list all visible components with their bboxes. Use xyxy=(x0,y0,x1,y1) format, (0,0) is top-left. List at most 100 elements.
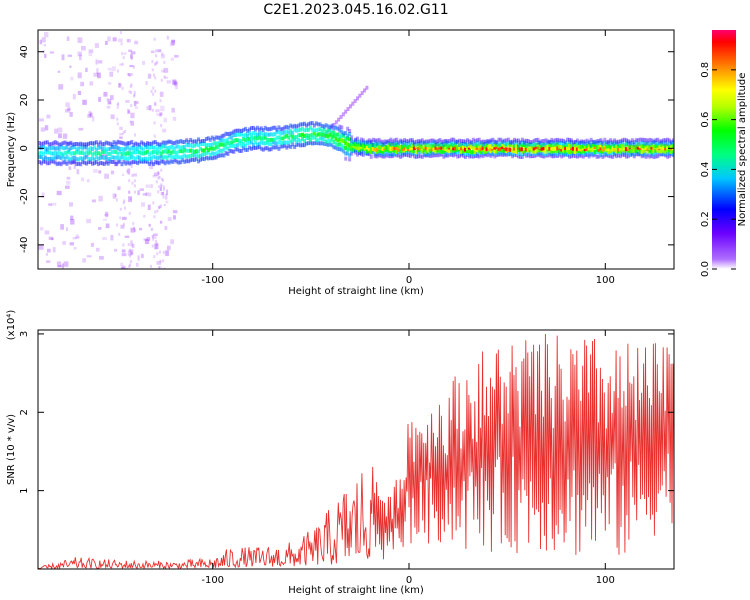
heatmap-cell xyxy=(664,146,668,151)
heatmap-cell xyxy=(542,146,546,151)
heatmap-cell xyxy=(379,141,383,146)
heatmap-cell xyxy=(479,147,483,152)
heatmap-cell xyxy=(550,149,554,154)
heatmap-cell xyxy=(642,137,646,142)
heatmap-cell xyxy=(532,138,536,143)
heatmap-cell xyxy=(658,139,662,144)
heatmap-cell xyxy=(214,155,218,160)
heatmap-cell xyxy=(487,150,491,155)
heatmap-cell xyxy=(652,139,656,144)
heatmap-cell xyxy=(91,152,94,157)
heatmap-cell xyxy=(607,147,611,152)
heatmap-cell xyxy=(202,141,206,146)
noise-cell xyxy=(129,197,132,201)
heatmap-cell xyxy=(89,141,93,146)
heatmap-cell xyxy=(356,142,359,147)
heatmap-cell xyxy=(138,150,142,155)
heatmap-cell xyxy=(654,154,658,159)
noise-cell xyxy=(98,96,102,102)
heatmap-cell xyxy=(560,147,564,152)
heatmap-cell xyxy=(318,132,322,137)
heatmap-cell xyxy=(403,151,407,156)
top-x-axis-label: Height of straight line (km) xyxy=(288,286,424,297)
heatmap-cell xyxy=(434,142,438,147)
heatmap-cell xyxy=(293,137,297,142)
heatmap-cell xyxy=(195,139,199,144)
heatmap-cell xyxy=(597,139,601,144)
noise-cell xyxy=(104,173,110,179)
heatmap-cell xyxy=(656,147,660,152)
heatmap-cell xyxy=(191,144,195,149)
noise-cell xyxy=(44,53,47,59)
noise-cell xyxy=(118,38,123,43)
heatmap-cell xyxy=(369,149,373,154)
heatmap-cell xyxy=(291,134,295,139)
heatmap-cell xyxy=(430,138,434,143)
heatmap-cell xyxy=(357,139,361,144)
heatmap-cell xyxy=(242,127,246,132)
heatmap-cell xyxy=(257,127,261,132)
heatmap-cell xyxy=(240,148,244,153)
heatmap-cell xyxy=(342,149,346,154)
heatmap-cell xyxy=(120,151,124,156)
noise-cell xyxy=(160,78,163,82)
heatmap-cell xyxy=(193,139,197,144)
heatmap-cell xyxy=(216,144,220,149)
noise-cell xyxy=(160,124,163,128)
heatmap-cell xyxy=(450,140,454,145)
heatmap-cell xyxy=(520,154,524,159)
top-y-tick-label: 40 xyxy=(19,45,30,58)
noise-cell xyxy=(160,191,165,196)
heatmap-cell xyxy=(354,138,358,143)
heatmap-cell xyxy=(39,142,43,147)
noise-cell xyxy=(147,192,152,197)
heatmap-cell xyxy=(471,154,475,159)
noise-cell xyxy=(163,204,166,207)
heatmap-cell xyxy=(289,133,293,138)
noise-cell xyxy=(135,101,139,104)
heatmap-cell xyxy=(214,151,218,156)
heatmap-cell xyxy=(568,145,571,150)
heatmap-cell xyxy=(444,142,448,147)
heatmap-cell xyxy=(132,159,136,164)
heatmap-cell xyxy=(41,144,45,149)
heatmap-cell xyxy=(401,144,405,149)
noise-cell xyxy=(130,120,135,126)
heatmap-cell xyxy=(206,136,210,141)
heatmap-cell xyxy=(550,137,554,142)
noise-cell xyxy=(158,175,161,179)
noise-cell xyxy=(117,186,121,191)
heatmap-cell xyxy=(524,144,528,149)
heatmap-cell xyxy=(489,144,493,149)
heatmap-cell xyxy=(387,146,391,151)
noise-cell xyxy=(148,105,152,111)
heatmap-cell xyxy=(607,150,611,155)
heatmap-cell xyxy=(240,139,244,144)
heatmap-cell xyxy=(448,141,452,146)
noise-cell xyxy=(106,98,109,102)
heatmap-cell xyxy=(477,148,481,153)
noise-cell xyxy=(156,60,159,64)
noise-cell xyxy=(170,57,174,61)
heatmap-cell xyxy=(134,159,138,164)
heatmap-cell xyxy=(98,140,102,145)
heatmap-cell xyxy=(132,150,136,155)
heatmap-cell xyxy=(265,140,269,145)
heatmap-cell xyxy=(585,152,589,157)
heatmap-cell xyxy=(375,149,379,154)
heatmap-cell xyxy=(648,142,652,147)
noise-cell xyxy=(121,249,126,253)
heatmap-cell xyxy=(208,146,212,151)
heatmap-cell xyxy=(624,147,628,152)
heatmap-cell xyxy=(634,149,638,154)
noise-cell xyxy=(165,194,168,200)
heatmap-cell xyxy=(621,150,624,155)
heatmap-cell xyxy=(363,140,367,145)
heatmap-cell xyxy=(412,154,416,159)
heatmap-cell xyxy=(293,135,297,140)
heatmap-cell xyxy=(507,137,511,142)
heatmap-cell xyxy=(450,137,454,142)
noise-cell xyxy=(108,99,112,105)
heatmap-cell xyxy=(63,156,67,161)
noise-cell xyxy=(141,202,146,207)
